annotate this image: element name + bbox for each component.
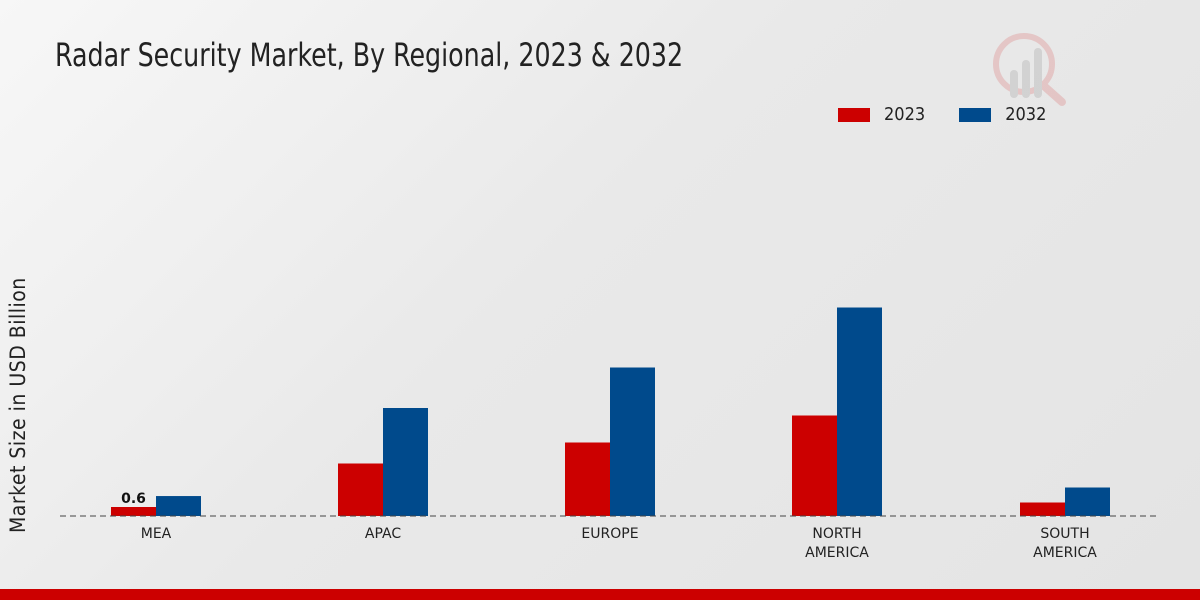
x-tick-label: AMERICA (805, 545, 869, 561)
bar-2032-europe (610, 367, 655, 516)
legend-swatch-2023 (838, 107, 870, 122)
bar-2023-europe (565, 442, 610, 516)
bar-2023-apac (338, 463, 383, 516)
bar-2023-south-america (1020, 502, 1065, 516)
chart-title: Radar Security Market, By Regional, 2023… (55, 36, 684, 74)
legend-item-2023: 2023 (838, 104, 925, 125)
legend-swatch-2032 (959, 107, 992, 122)
x-tick-label: SOUTH (1040, 526, 1089, 542)
x-tick-label: NORTH (812, 526, 861, 542)
bar-2032-south-america (1065, 487, 1110, 516)
data-label: 0.6 (121, 491, 146, 507)
x-tick-label: EUROPE (581, 526, 638, 542)
x-tick-label: AMERICA (1033, 545, 1097, 561)
bar-2023-north-america (792, 415, 837, 516)
bar-2023-mea (111, 507, 156, 516)
x-tick-label: MEA (141, 526, 172, 542)
legend: 2023 2032 (838, 104, 1046, 125)
footer-bar (0, 589, 1200, 600)
bar-2032-mea (156, 496, 201, 516)
watermark-logo-icon (993, 33, 1066, 106)
legend-label-2032: 2032 (1005, 104, 1047, 125)
bar-2032-north-america (837, 307, 882, 516)
legend-label-2023: 2023 (884, 104, 926, 125)
legend-item-2032: 2032 (959, 104, 1046, 125)
x-tick-label: APAC (365, 526, 401, 542)
bar-2032-apac (383, 408, 428, 516)
